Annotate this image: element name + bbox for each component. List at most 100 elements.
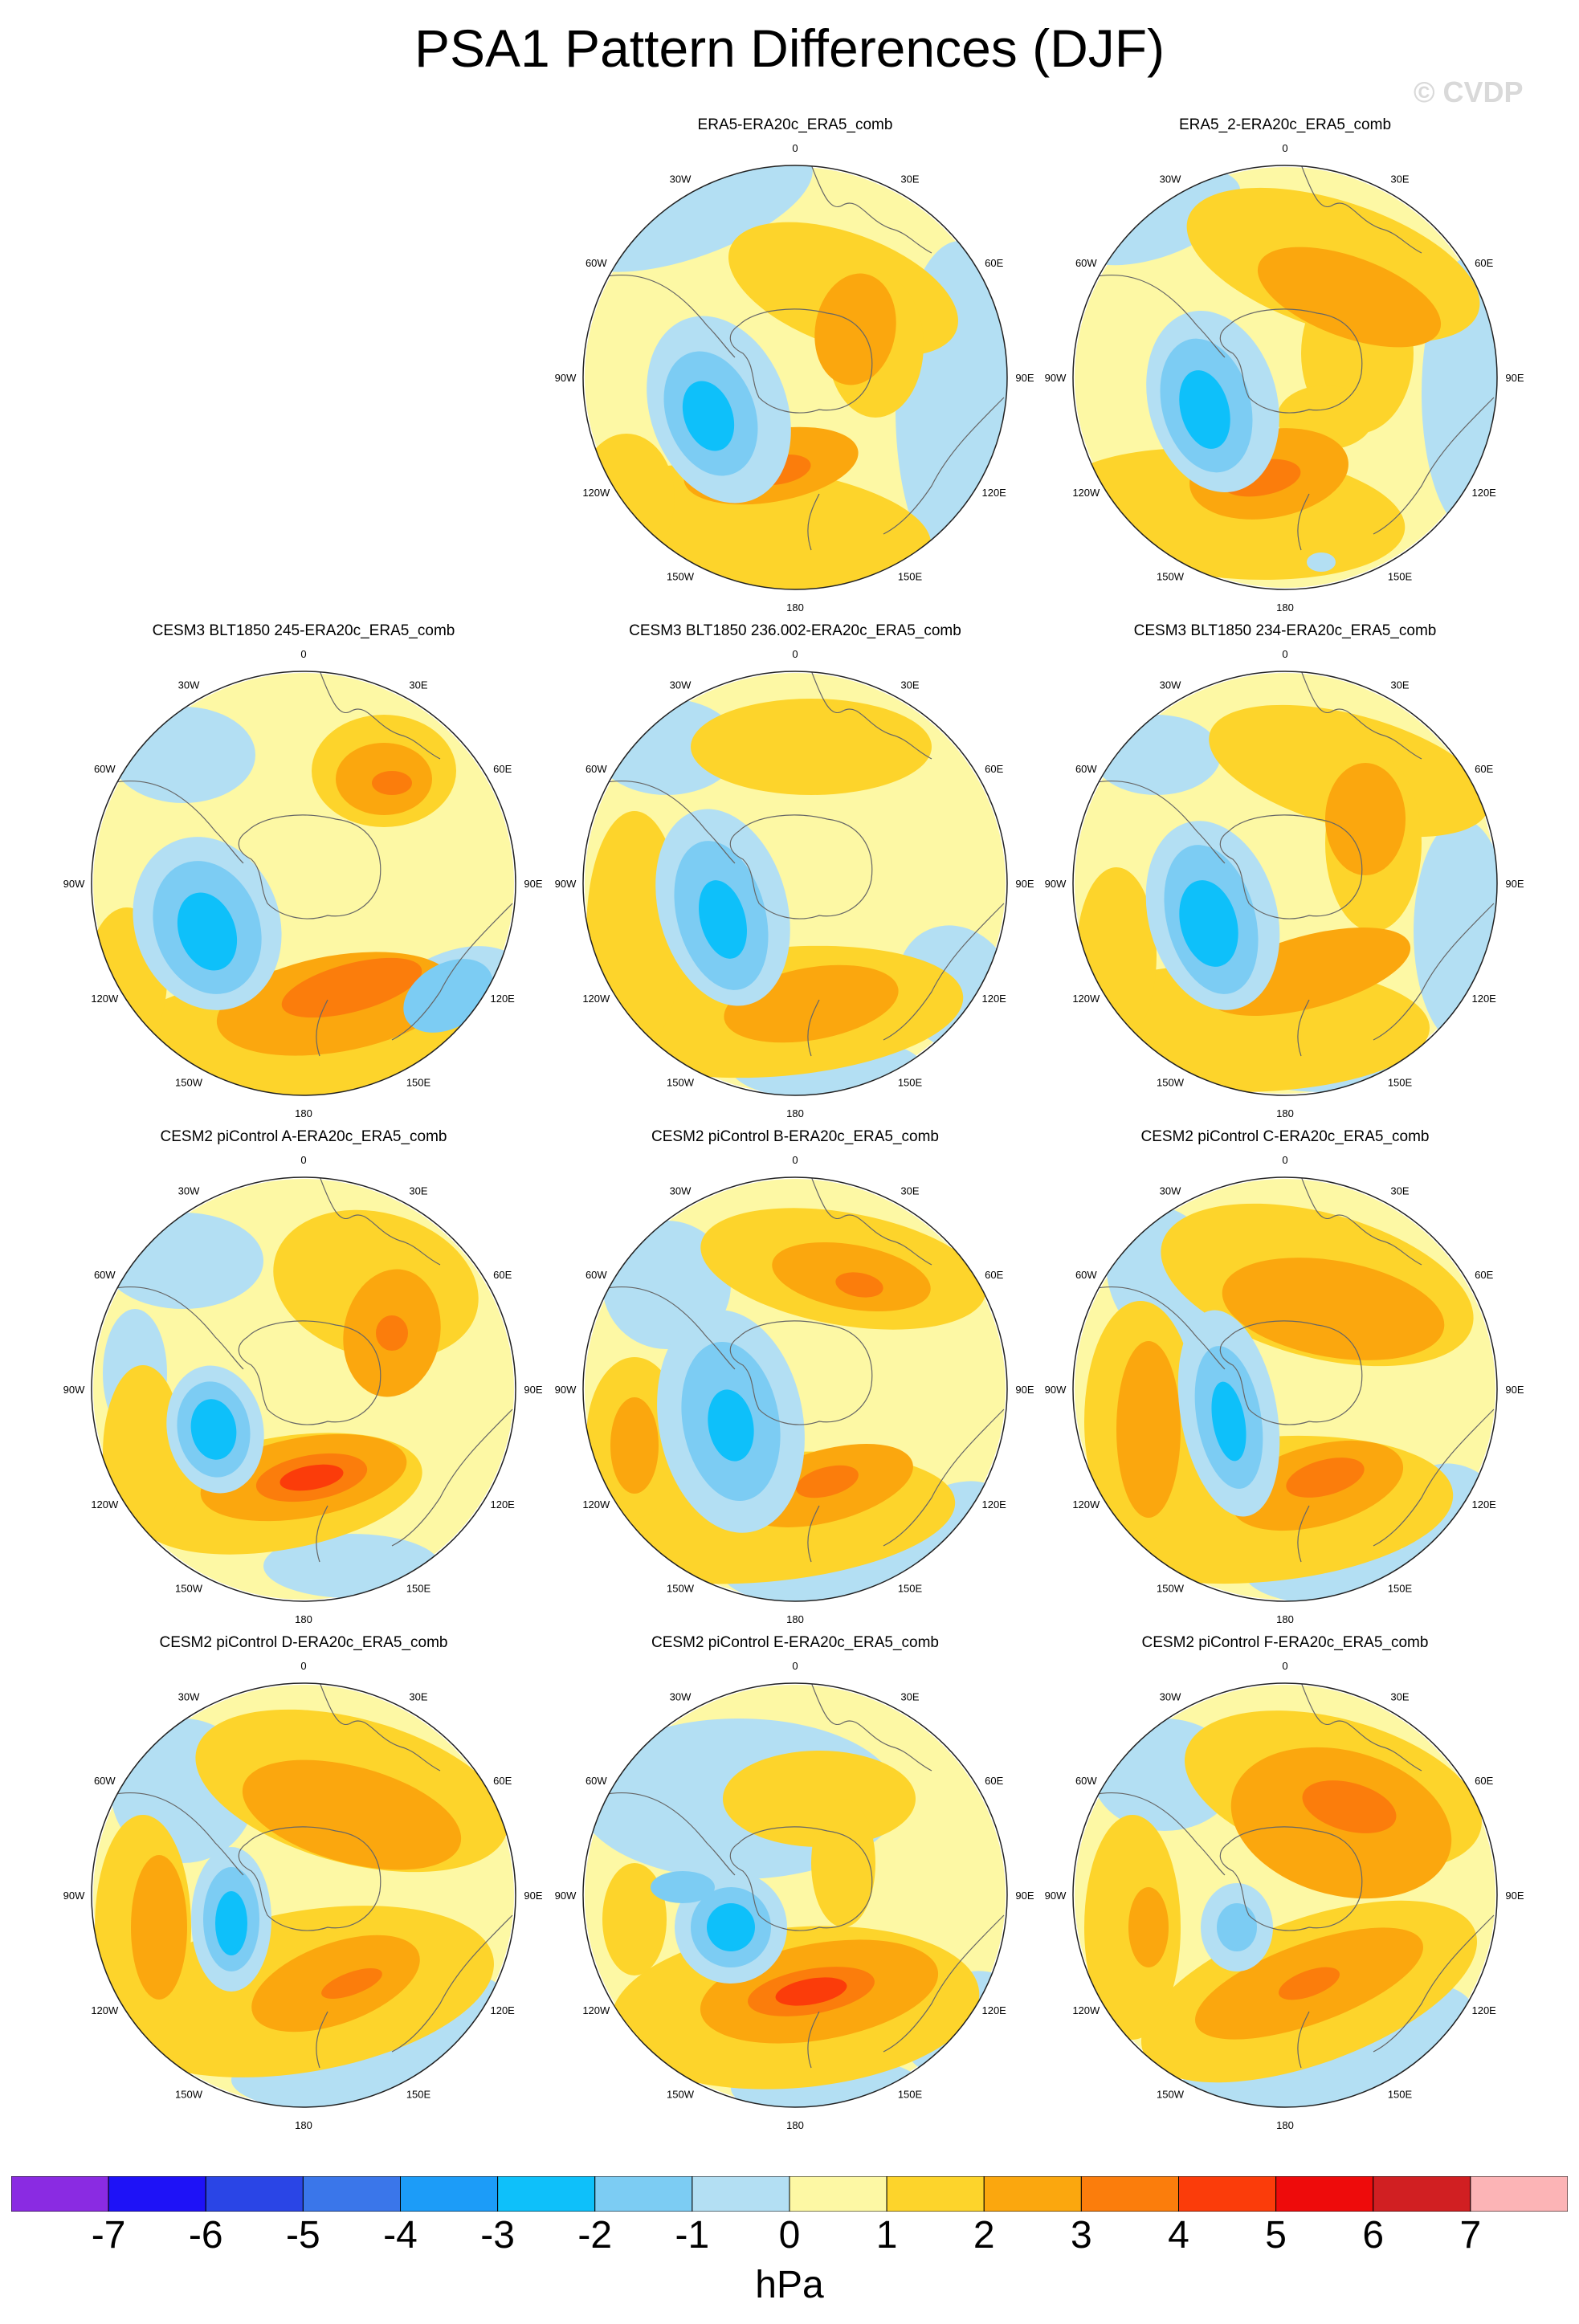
longitude-label: 0 (1282, 1660, 1287, 1672)
antarctica-coastline (1219, 1826, 1363, 1931)
contour-region (1092, 715, 1221, 795)
longitude-label: 150E (898, 571, 923, 583)
africa-coastline (319, 1683, 441, 1772)
contour-region (1257, 247, 1442, 348)
pressure-contours (585, 671, 1007, 1095)
longitude-label: 30E (900, 1690, 919, 1702)
colorbar-tick-label: -6 (188, 2214, 223, 2257)
map-border (91, 1176, 516, 1602)
contour-region (1286, 1458, 1365, 1498)
colorbar-swatch (594, 2176, 693, 2212)
colorbar-tick-label: 6 (1362, 2214, 1385, 2257)
australia-nz-coastline (316, 1914, 513, 2069)
longitude-label: 30E (1390, 679, 1409, 691)
longitude-label: 150W (667, 1077, 695, 1089)
cvdp-watermark: © CVDP (1414, 75, 1524, 108)
australia-nz-coastline (807, 903, 1005, 1057)
longitude-label: 180 (786, 601, 804, 614)
australia-nz-coastline (316, 1409, 513, 1563)
africa-coastline (1300, 165, 1422, 254)
figure-title: PSA1 Pattern Differences (DJF) (414, 18, 1165, 78)
longitude-label: 90E (1505, 878, 1524, 890)
longitude-label: 120W (582, 1498, 610, 1511)
contour-region (1179, 370, 1230, 449)
map-border (1072, 671, 1498, 1096)
south-america-coastline (1091, 780, 1226, 864)
longitude-label: 30E (900, 1184, 919, 1197)
polar-map: 0 30E 60E 90E 120E 150E 180 150W 120W 90W 60W 30W (555, 648, 1034, 1119)
map-border (582, 165, 1008, 590)
longitude-label: 90W (1045, 372, 1067, 384)
contour-region (1307, 552, 1336, 572)
polar-map: 0 30E 60E 90E 120E 150E 180 150W 120W 90W 60W 30W (63, 648, 543, 1119)
australia-nz-coastline (807, 397, 1005, 551)
longitude-label: 60W (585, 763, 607, 775)
longitude-label: 60E (1475, 1775, 1493, 1787)
longitude-label: 30E (1390, 1184, 1409, 1197)
panel-title: CESM2 piControl B-ERA20c_ERA5_comb (651, 1128, 939, 1145)
longitude-label: 90W (63, 1384, 85, 1396)
longitude-label: 30E (1390, 173, 1409, 185)
colorbar-tick-label: 0 (778, 2214, 801, 2257)
pressure-contours (583, 165, 1007, 589)
longitude-label: 120E (1471, 487, 1496, 499)
longitude-label: 150E (1388, 1583, 1413, 1595)
colorbar-tick-label: 5 (1265, 2214, 1287, 2257)
australia-nz-coastline (1297, 1409, 1495, 1563)
pressure-contours (93, 1683, 514, 2107)
longitude-label: 30W (1160, 173, 1181, 185)
antarctica-coastline (238, 1320, 381, 1425)
panel-title: CESM3 BLT1850 245-ERA20c_ERA5_comb (152, 622, 455, 639)
contour-region (103, 1365, 183, 1542)
longitude-label: 150E (406, 1077, 431, 1089)
longitude-label: 30W (178, 679, 200, 691)
australia-nz-coastline (1297, 397, 1495, 551)
longitude-label: 60W (585, 1269, 607, 1281)
south-america-coastline (110, 1792, 244, 1876)
africa-coastline (1300, 1177, 1422, 1266)
longitude-label: 90E (1505, 372, 1524, 384)
south-america-coastline (1091, 1286, 1226, 1370)
longitude-label: 60E (493, 1775, 512, 1787)
map-border (1072, 1176, 1498, 1602)
longitude-label: 90E (1505, 1890, 1524, 1902)
longitude-label: 150E (898, 1077, 923, 1089)
longitude-label: 30W (1160, 679, 1181, 691)
longitude-label: 30E (900, 679, 919, 691)
longitude-label: 150W (1157, 571, 1185, 583)
longitude-label: 60E (1475, 1269, 1493, 1281)
pressure-contours (583, 1683, 1007, 2107)
longitude-label: 120W (1072, 2004, 1100, 2016)
longitude-label: 0 (300, 648, 306, 660)
contour-region (610, 1397, 659, 1494)
longitude-label: 150E (406, 1583, 431, 1595)
map-panel: CESM2 piControl D-ERA20c_ERA5_comb 0 30E 60… (63, 1634, 545, 2140)
contour-region (796, 1465, 859, 1498)
longitude-label: 0 (1282, 142, 1287, 154)
contour-region (602, 1863, 667, 1975)
longitude-label: 60E (1475, 763, 1493, 775)
panel-title: ERA5-ERA20c_ERA5_comb (697, 116, 893, 133)
colorbar-tick-label: -1 (675, 2214, 710, 2257)
longitude-label: 180 (1276, 2119, 1294, 2131)
longitude-label: 120W (582, 993, 610, 1005)
map-panel: CESM2 piControl B-ERA20c_ERA5_comb 0 30E 60… (554, 1128, 1036, 1634)
longitude-label: 30E (409, 1690, 427, 1702)
longitude-label: 90E (1505, 1384, 1524, 1396)
longitude-label: 90W (555, 878, 577, 890)
australia-nz-coastline (807, 1409, 1005, 1563)
colorbar-tick-label: 4 (1168, 2214, 1189, 2257)
polar-map: 0 30E 60E 90E 120E 150E 180 150W 120W 90W 60W 30W (63, 1154, 543, 1625)
contour-region (707, 1903, 755, 1951)
contour-region (814, 273, 896, 385)
longitude-label: 90W (555, 372, 577, 384)
contour-region (103, 1213, 263, 1309)
longitude-label: 180 (295, 1107, 312, 1119)
longitude-label: 90E (524, 1890, 542, 1902)
map-panel: CESM2 piControl C-ERA20c_ERA5_comb 0 30E 60… (1044, 1128, 1526, 1634)
colorbar-swatch (886, 2176, 985, 2212)
longitude-label: 60W (94, 1269, 116, 1281)
contour-region (1279, 1967, 1340, 2000)
south-america-coastline (1091, 1792, 1226, 1876)
pressure-contours (1073, 165, 1497, 588)
